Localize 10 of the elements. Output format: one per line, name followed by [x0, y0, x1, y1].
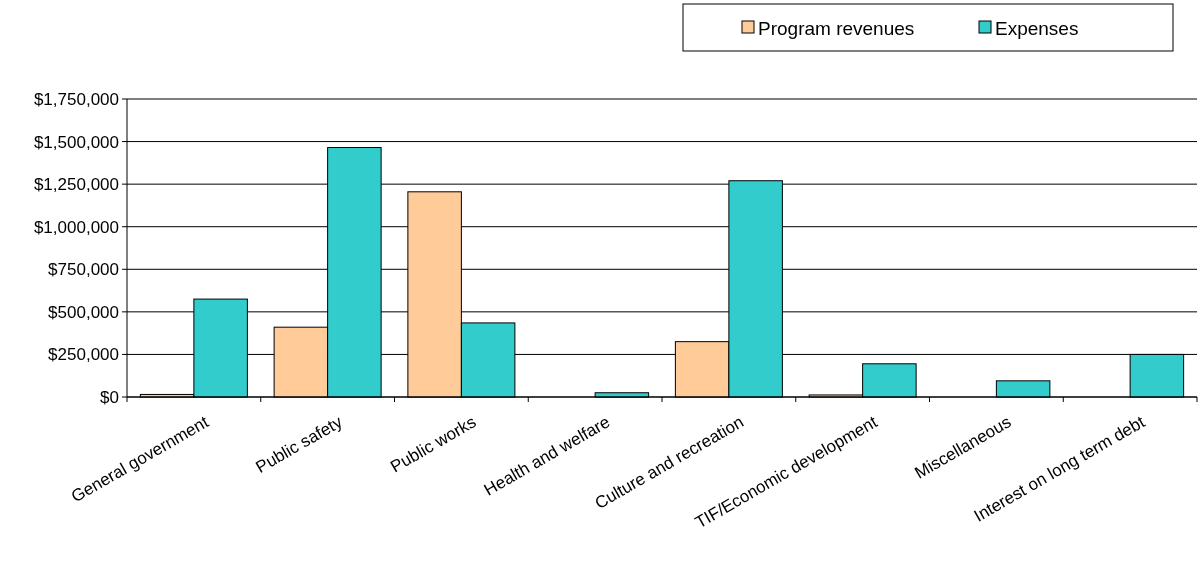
y-tick-label: $0	[100, 387, 119, 407]
y-tick-label: $1,750,000	[33, 89, 119, 109]
y-tick-label: $250,000	[48, 345, 119, 365]
legend-label: Program revenues	[758, 17, 915, 39]
y-tick-label: $1,500,000	[33, 132, 119, 152]
y-tick-label: $1,250,000	[33, 175, 119, 195]
y-tick-label: $500,000	[48, 302, 119, 322]
legend-label: Expenses	[995, 17, 1079, 39]
y-tick-label: $750,000	[48, 260, 119, 280]
y-tick-label: $1,000,000	[33, 217, 119, 237]
